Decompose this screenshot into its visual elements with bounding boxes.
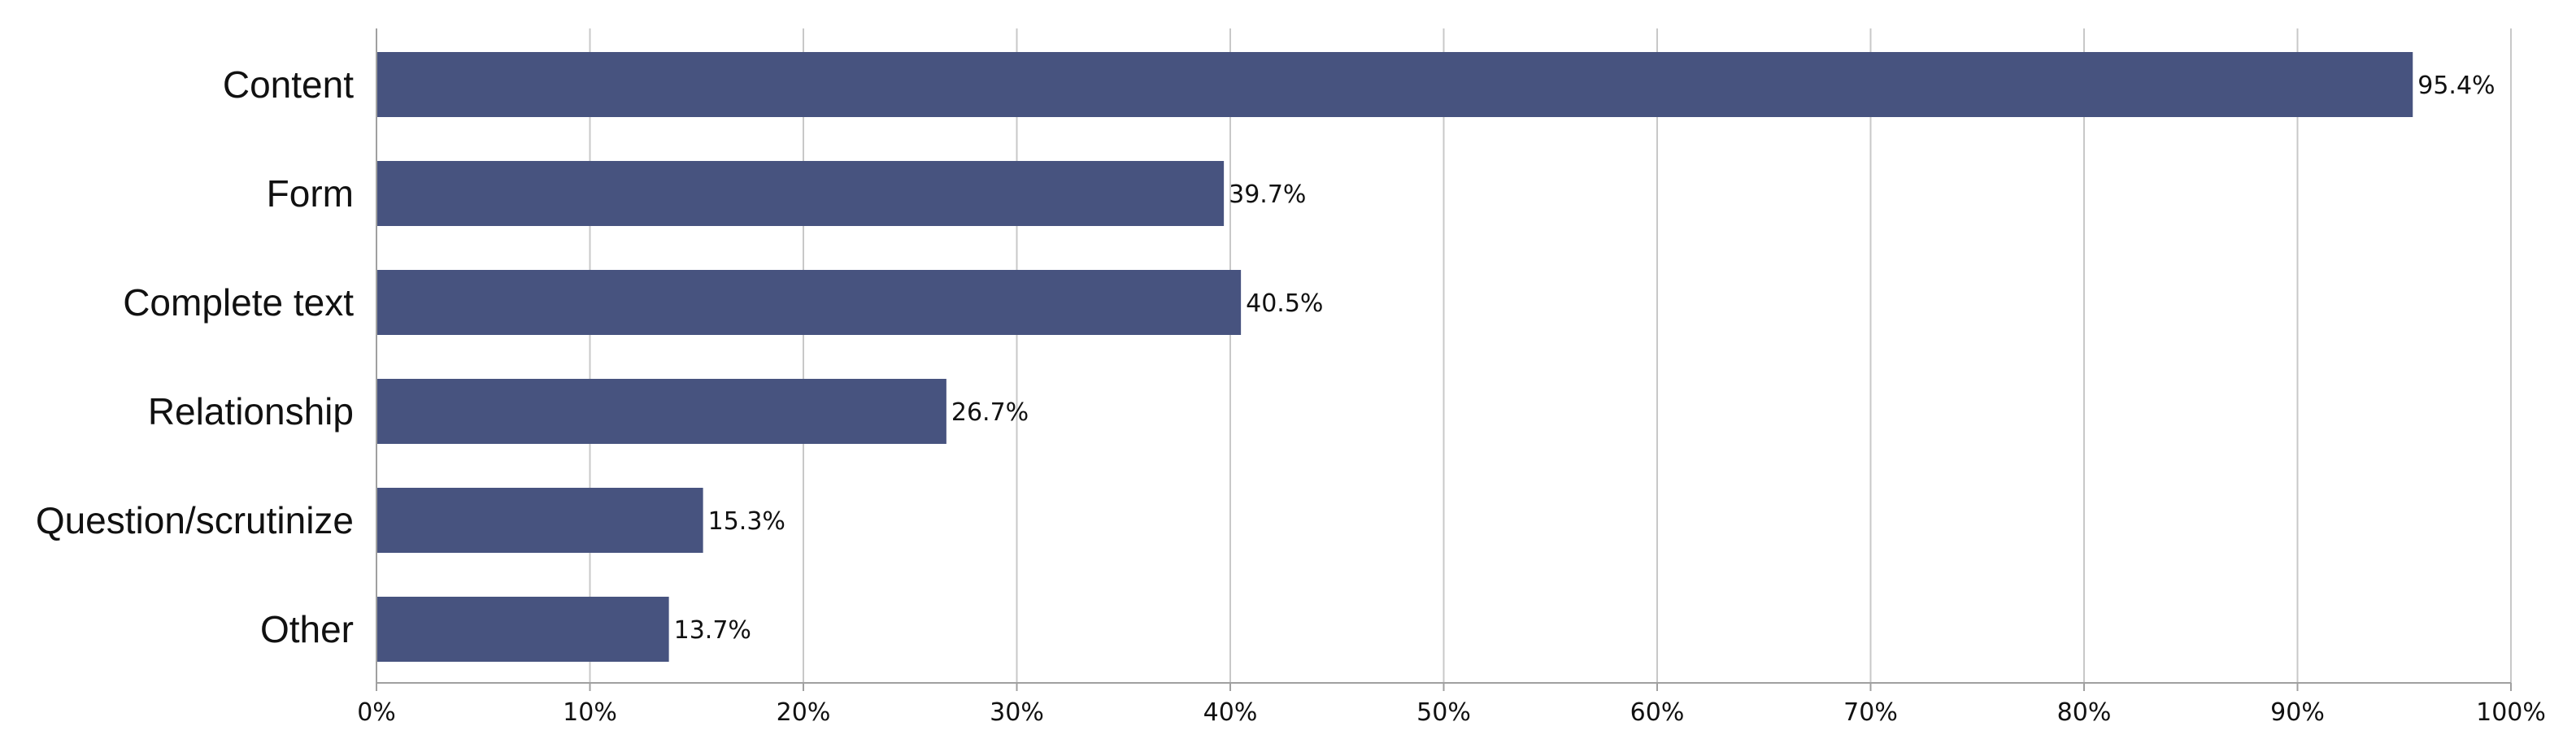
labels: 0% 10% 20% 30% 40% 50% 60% 70% 80% 90% 100% Content…	[36, 63, 2546, 727]
bar-form	[376, 161, 1225, 226]
x-tick-label-10: 10%	[563, 698, 617, 727]
category-label-form: Form	[267, 172, 354, 215]
gridlines	[589, 28, 2512, 683]
x-tick-label-70: 70%	[1843, 698, 1898, 727]
category-label-complete-text: Complete text	[123, 281, 354, 324]
data-label-complete-text: 40.5%	[1246, 289, 1323, 318]
bar-relationship	[376, 379, 946, 444]
x-tick-label-60: 60%	[1630, 698, 1685, 727]
x-tick-label-80: 80%	[2057, 698, 2112, 727]
bar-question-scrutinize	[376, 488, 703, 553]
category-label-other: Other	[260, 608, 354, 650]
bars	[376, 52, 2413, 662]
bar-complete-text	[376, 270, 1242, 335]
data-label-content: 95.4%	[2417, 72, 2495, 100]
x-tick-label-90: 90%	[2270, 698, 2325, 727]
category-label-content: Content	[223, 63, 354, 106]
data-label-relationship: 26.7%	[951, 398, 1029, 427]
x-tick-label-100: 100%	[2476, 698, 2546, 727]
bar-other	[376, 597, 669, 662]
x-tick-label-0: 0%	[357, 698, 396, 727]
x-tick-label-30: 30%	[990, 698, 1044, 727]
x-tick-label-20: 20%	[777, 698, 831, 727]
data-label-form: 39.7%	[1229, 180, 1306, 209]
data-label-question-scrutinize: 15.3%	[708, 507, 785, 536]
x-tick-label-50: 50%	[1416, 698, 1471, 727]
category-label-relationship: Relationship	[148, 390, 354, 433]
axes	[376, 28, 2512, 691]
data-label-other: 13.7%	[674, 616, 751, 645]
category-label-question-scrutinize: Question/scrutinize	[36, 499, 354, 541]
bar-content	[376, 52, 2413, 117]
x-tick-label-40: 40%	[1203, 698, 1258, 727]
